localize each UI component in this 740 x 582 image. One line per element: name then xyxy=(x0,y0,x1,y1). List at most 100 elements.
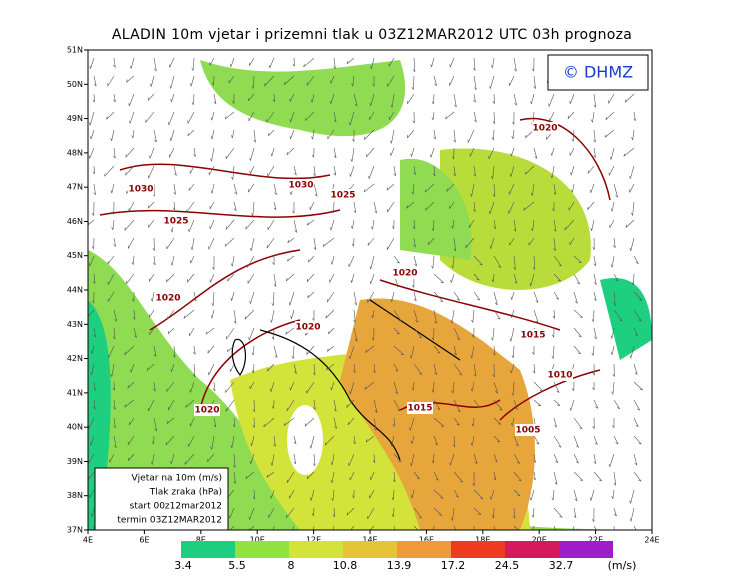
wind-arrow xyxy=(113,309,118,322)
wind-arrow xyxy=(633,399,641,411)
map-title: ALADIN 10m vjetar i prizemni tlak u 03Z1… xyxy=(112,27,632,43)
wind-arrow xyxy=(553,525,556,530)
wind-arrow xyxy=(387,75,395,87)
wind-arrow xyxy=(410,147,415,157)
wind-arrow xyxy=(304,111,315,121)
wind-arrow xyxy=(326,363,335,371)
wind-arrow xyxy=(633,309,642,322)
wind-arrow xyxy=(248,111,255,122)
wind-arrow xyxy=(251,201,255,217)
wind-arrow xyxy=(352,489,355,499)
wind-arrow xyxy=(166,273,175,283)
wind-arrow xyxy=(292,57,295,67)
wind-arrow xyxy=(493,525,496,530)
wind-arrow xyxy=(153,345,157,357)
wind-arrow xyxy=(449,201,455,209)
wind-arrow xyxy=(289,93,295,102)
wind-arrow xyxy=(493,453,498,463)
lon-label: 16E xyxy=(419,536,434,545)
wind-arrow xyxy=(592,507,595,522)
wind-arrow xyxy=(587,165,595,174)
wind-arrow xyxy=(573,417,583,430)
wind-arrow xyxy=(93,75,97,87)
wind-arrow xyxy=(330,471,335,484)
wind-arrow xyxy=(593,255,597,267)
wind-arrow xyxy=(185,201,195,213)
wind-arrow xyxy=(313,399,316,410)
wind-arrow xyxy=(333,147,337,159)
wind-arrow xyxy=(591,111,595,123)
wind-arrow xyxy=(124,219,135,231)
isobar-label-bg xyxy=(407,402,433,414)
wind-arrow xyxy=(232,93,235,104)
wind-arrow xyxy=(493,255,502,268)
wind-arrow xyxy=(271,291,275,307)
wind-arrow xyxy=(493,435,501,443)
wind-arrow xyxy=(288,489,295,499)
wind-arrow xyxy=(92,291,95,304)
wind-arrow xyxy=(473,507,482,515)
wind-arrow xyxy=(629,237,635,252)
wind-arrow xyxy=(625,219,635,228)
wind-arrow xyxy=(293,435,297,445)
wind-arrow xyxy=(287,237,295,244)
wind-arrow xyxy=(230,255,235,267)
wind-arrow xyxy=(553,453,559,463)
wind-arrow xyxy=(633,525,637,530)
lat-label: 51N xyxy=(67,46,83,55)
wind-arrow xyxy=(412,219,416,230)
wind-arrow xyxy=(233,453,236,469)
wind-arrow xyxy=(491,327,495,341)
wind-arrow xyxy=(249,57,255,66)
wind-arrow xyxy=(210,183,215,194)
wind-arrow xyxy=(453,471,464,483)
wind-arrow xyxy=(533,291,539,303)
wind-arrow xyxy=(172,345,176,358)
wind-arrow xyxy=(286,399,295,412)
wind-arrow xyxy=(353,327,358,342)
lat-label: 40N xyxy=(67,423,83,432)
colorbar-swatch xyxy=(343,541,397,558)
wind-arrow xyxy=(90,363,95,376)
wind-arrow xyxy=(329,93,335,105)
wind-arrow xyxy=(88,309,95,318)
wind-arrow xyxy=(225,147,235,160)
wind-arrow xyxy=(112,327,116,340)
wind-arrow xyxy=(330,255,335,265)
wind-arrow xyxy=(166,417,175,424)
wind-arrow xyxy=(533,147,538,159)
wind-arrow xyxy=(629,183,635,193)
wind-arrow xyxy=(533,435,540,445)
wind-arrow xyxy=(573,471,584,481)
wind-arrow xyxy=(245,219,255,230)
wind-arrow xyxy=(92,93,95,103)
wind-arrow xyxy=(509,327,515,342)
wind-arrow xyxy=(113,147,116,159)
wind-arrow xyxy=(367,237,375,246)
wind-arrow xyxy=(125,147,135,158)
wind-arrow xyxy=(169,129,175,141)
wind-arrow xyxy=(289,129,295,140)
wind-arrow xyxy=(613,309,623,322)
wind-arrow xyxy=(128,453,135,461)
wind-arrow xyxy=(312,309,315,321)
wind-arrow xyxy=(492,111,495,125)
wind-arrow xyxy=(312,147,315,158)
wind-arrow xyxy=(393,363,399,372)
wind-arrow xyxy=(263,417,275,428)
wind-arrow xyxy=(106,111,115,120)
wind-arrow xyxy=(93,399,96,410)
wind-arrow xyxy=(147,165,155,179)
wind-arrow xyxy=(391,507,395,518)
wind-arrow xyxy=(525,165,535,175)
wind-arrow xyxy=(251,363,255,374)
wind-arrow xyxy=(170,453,175,465)
wind-arrow xyxy=(412,111,415,124)
wind-arrow xyxy=(449,57,455,68)
wind-arrow xyxy=(150,75,155,87)
wind-arrow xyxy=(392,417,395,427)
wind-arrow xyxy=(433,309,437,324)
isobar-label: 1020 xyxy=(155,294,180,304)
wind-arrow xyxy=(226,327,235,340)
wind-arrow xyxy=(153,255,156,266)
